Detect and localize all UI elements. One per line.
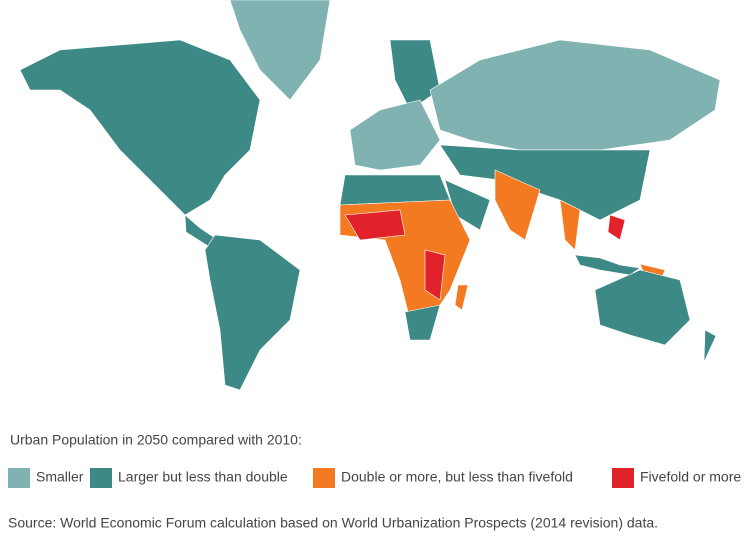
world-map — [19, 0, 721, 391]
madagascar — [454, 284, 469, 311]
legend-swatch — [90, 468, 112, 488]
north-america — [19, 39, 261, 216]
legend-swatch — [313, 468, 335, 488]
legend-label: Fivefold or more — [640, 469, 741, 485]
india — [494, 169, 541, 241]
legend-swatch — [8, 468, 30, 488]
legend: Smaller Larger but less than double Double… — [8, 468, 741, 488]
asia — [439, 144, 651, 221]
russia — [429, 39, 721, 151]
legend-title: Urban Population in 2050 compared with 2… — [10, 432, 302, 448]
australia — [594, 269, 691, 346]
europe — [349, 99, 441, 171]
new-zealand — [703, 329, 717, 363]
indonesia — [574, 254, 641, 276]
legend-label: Smaller — [36, 469, 84, 485]
greenland — [229, 0, 331, 101]
legend-swatch — [612, 468, 634, 488]
southeast-asia — [559, 199, 581, 251]
south-america — [204, 234, 301, 391]
philippines — [607, 214, 626, 241]
legend-label: Double or more, but less than fivefold — [341, 469, 573, 485]
west-africa — [344, 209, 406, 241]
southern-africa — [404, 304, 441, 341]
scandinavia — [389, 39, 441, 111]
east-africa — [424, 249, 446, 301]
source-note: Source: World Economic Forum calculation… — [8, 515, 658, 531]
legend-label: Larger but less than double — [118, 469, 288, 485]
